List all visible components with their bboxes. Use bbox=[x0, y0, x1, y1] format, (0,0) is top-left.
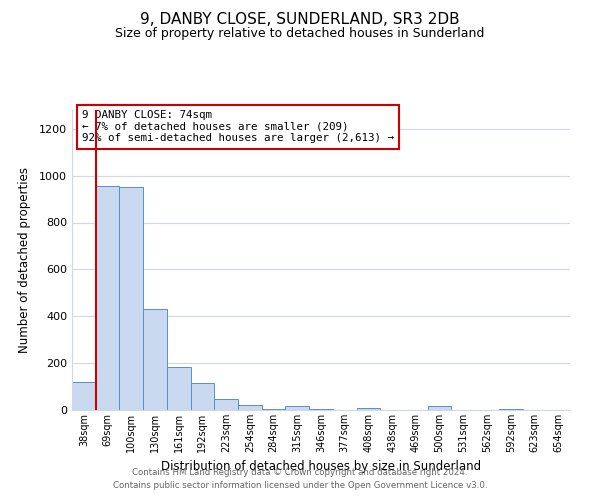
Text: 9 DANBY CLOSE: 74sqm
← 7% of detached houses are smaller (209)
92% of semi-detac: 9 DANBY CLOSE: 74sqm ← 7% of detached ho… bbox=[82, 110, 394, 143]
Text: Size of property relative to detached houses in Sunderland: Size of property relative to detached ho… bbox=[115, 28, 485, 40]
Bar bbox=[143, 309, 167, 410]
Bar bbox=[119, 188, 143, 410]
Bar bbox=[191, 383, 214, 410]
Text: Contains public sector information licensed under the Open Government Licence v3: Contains public sector information licen… bbox=[113, 480, 487, 490]
Bar bbox=[499, 409, 523, 410]
Bar bbox=[428, 406, 451, 410]
Bar bbox=[262, 409, 286, 410]
Bar bbox=[286, 406, 309, 410]
Bar bbox=[167, 366, 191, 410]
Bar bbox=[96, 186, 119, 410]
Bar bbox=[356, 408, 380, 410]
Bar bbox=[238, 406, 262, 410]
Text: Contains HM Land Registry data © Crown copyright and database right 2024.: Contains HM Land Registry data © Crown c… bbox=[132, 468, 468, 477]
Bar bbox=[214, 400, 238, 410]
Bar bbox=[309, 409, 333, 410]
Bar bbox=[72, 382, 96, 410]
X-axis label: Distribution of detached houses by size in Sunderland: Distribution of detached houses by size … bbox=[161, 460, 481, 473]
Text: 9, DANBY CLOSE, SUNDERLAND, SR3 2DB: 9, DANBY CLOSE, SUNDERLAND, SR3 2DB bbox=[140, 12, 460, 28]
Y-axis label: Number of detached properties: Number of detached properties bbox=[17, 167, 31, 353]
